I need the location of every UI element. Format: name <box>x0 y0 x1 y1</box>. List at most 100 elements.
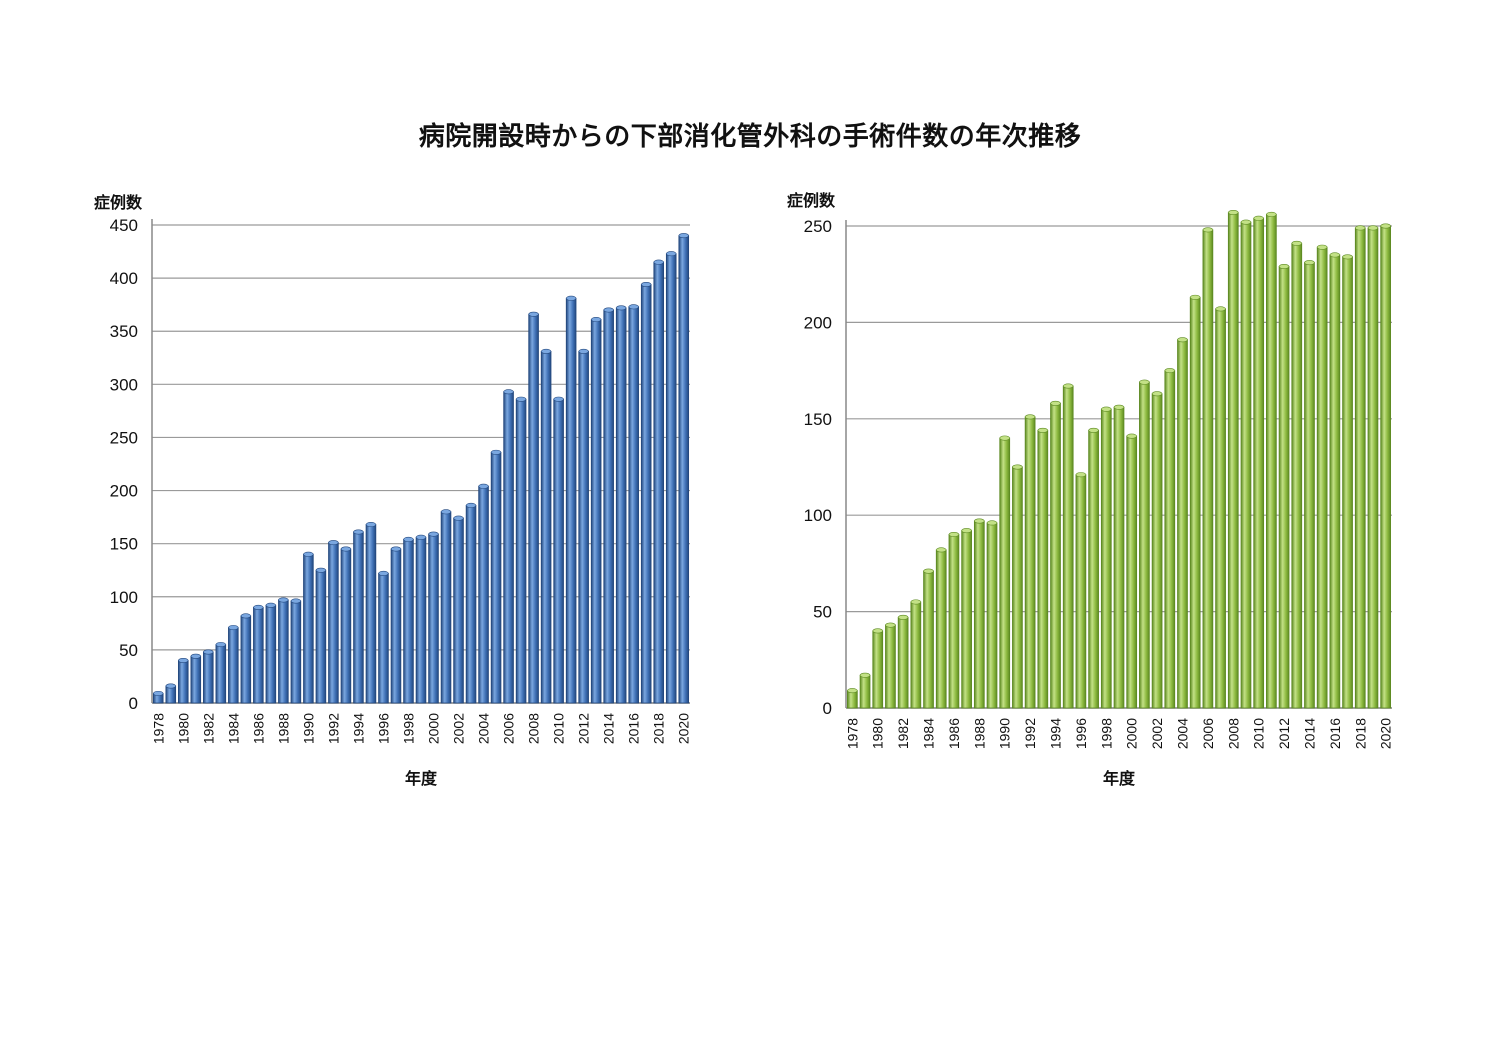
x-tick-label: 2018 <box>1352 718 1368 749</box>
bar-cap <box>353 529 364 535</box>
bar-cap <box>678 233 689 239</box>
x-tick-label: 2006 <box>501 713 517 744</box>
x-tick-label: 2016 <box>1327 718 1343 749</box>
bar-1995 <box>365 524 377 704</box>
bar-2008 <box>528 313 539 704</box>
bar-cap <box>290 598 302 604</box>
bar-2010 <box>1253 217 1265 709</box>
bar-cap <box>1278 263 1290 269</box>
bar-cap <box>1228 210 1239 216</box>
bar-1980 <box>177 660 189 704</box>
y-tick-label: 0 <box>823 699 832 718</box>
x-tick-label: 2018 <box>651 713 667 744</box>
bar-1984 <box>228 627 239 704</box>
x-axis-title: 年度 <box>1103 769 1136 788</box>
bar-1998 <box>403 539 414 704</box>
bar-cap <box>1329 252 1341 258</box>
bar-cap <box>1342 254 1353 260</box>
x-tick-label: 2010 <box>1251 718 1267 749</box>
bar-1984 <box>923 570 934 709</box>
bar-2015 <box>615 307 627 704</box>
x-tick-label: 1994 <box>350 713 366 744</box>
bar-1978 <box>846 690 858 709</box>
bar-2009 <box>1240 221 1252 709</box>
bar-2006 <box>1202 229 1214 709</box>
bar-cap <box>653 259 664 265</box>
bar-cap <box>923 568 934 574</box>
bar-2011 <box>1266 214 1277 709</box>
bar-2018 <box>1354 227 1366 709</box>
page-title: 病院開設時からの下部消化管外科の手術件数の年次推移 <box>418 122 1082 152</box>
bar-2000 <box>428 533 439 704</box>
y-tick-label: 0 <box>129 694 138 713</box>
bar-cap <box>1291 240 1303 246</box>
x-tick-label: 1998 <box>400 713 416 744</box>
bar-2001 <box>1139 381 1150 709</box>
x-tick-label: 2016 <box>626 713 642 744</box>
y-tick-label: 400 <box>110 269 138 288</box>
bar-1988 <box>278 599 289 704</box>
bar-cap <box>553 396 564 402</box>
x-tick-label: 2000 <box>426 713 442 744</box>
x-tick-label: 1992 <box>1022 718 1038 749</box>
bar-cap <box>203 649 214 655</box>
bar-1995 <box>1062 385 1074 709</box>
bar-2013 <box>590 319 602 704</box>
bar-1985 <box>935 549 947 709</box>
x-tick-label: 1978 <box>150 713 166 744</box>
bar-1988 <box>973 520 985 709</box>
bar-1987 <box>265 604 277 704</box>
bar-1996 <box>378 573 389 704</box>
x-tick-label: 1980 <box>175 713 191 744</box>
bar-cap <box>165 683 176 689</box>
x-tick-label: 2000 <box>1124 718 1140 749</box>
x-tick-label: 2020 <box>1378 718 1394 749</box>
surgery-count-chart-all: 0 50 100 150 200 250 300 350 400 450 1978 1980 1982 1… <box>94 193 692 788</box>
bar-cap <box>578 348 589 354</box>
bar-cap <box>1151 391 1163 397</box>
bar-2005 <box>1189 296 1201 709</box>
y-axis-title: 症例数 <box>94 193 143 212</box>
bar-2016 <box>628 306 639 704</box>
bar-cap <box>948 531 960 537</box>
bar-2007 <box>515 398 527 704</box>
x-tick-label: 1986 <box>946 718 962 749</box>
bar-cap <box>1164 368 1176 374</box>
bar-1993 <box>1037 429 1049 709</box>
x-tick-label: 2014 <box>601 713 617 744</box>
x-axis-title: 年度 <box>405 769 438 788</box>
x-tick-label: 1996 <box>375 713 391 744</box>
bar-cap <box>1101 406 1112 412</box>
bar-cap <box>847 688 858 694</box>
bar-cap <box>190 653 201 659</box>
bar-2019 <box>1367 227 1379 709</box>
bar-2001 <box>440 511 452 704</box>
bar-1990 <box>999 437 1011 709</box>
bar-2004 <box>478 485 489 704</box>
bar-2014 <box>603 309 614 704</box>
bar-1986 <box>253 606 264 704</box>
x-tick-label: 1988 <box>971 718 987 749</box>
bar-1987 <box>961 530 972 709</box>
bar-1989 <box>290 600 302 704</box>
bar-1991 <box>315 569 327 704</box>
y-axis-title: 症例数 <box>787 191 836 210</box>
bar-cap <box>1088 427 1099 433</box>
bar-cap <box>666 251 677 257</box>
bar-cap <box>365 522 377 528</box>
bar-cap <box>328 540 339 546</box>
bar-cap <box>340 546 352 552</box>
x-tick-label: 1984 <box>921 718 937 749</box>
x-tick-label: 2004 <box>476 713 492 744</box>
bar-1982 <box>897 616 909 709</box>
bar-cap <box>1304 260 1315 266</box>
bar-cap <box>215 642 226 648</box>
bar-2006 <box>503 391 514 704</box>
bar-1994 <box>353 531 364 704</box>
y-tick-label: 350 <box>110 322 138 341</box>
bar-cap <box>1367 225 1379 231</box>
bar-cap <box>935 547 947 553</box>
bar-cap <box>910 599 922 605</box>
x-tick-label: 1982 <box>895 718 911 749</box>
bar-cap <box>178 658 189 664</box>
